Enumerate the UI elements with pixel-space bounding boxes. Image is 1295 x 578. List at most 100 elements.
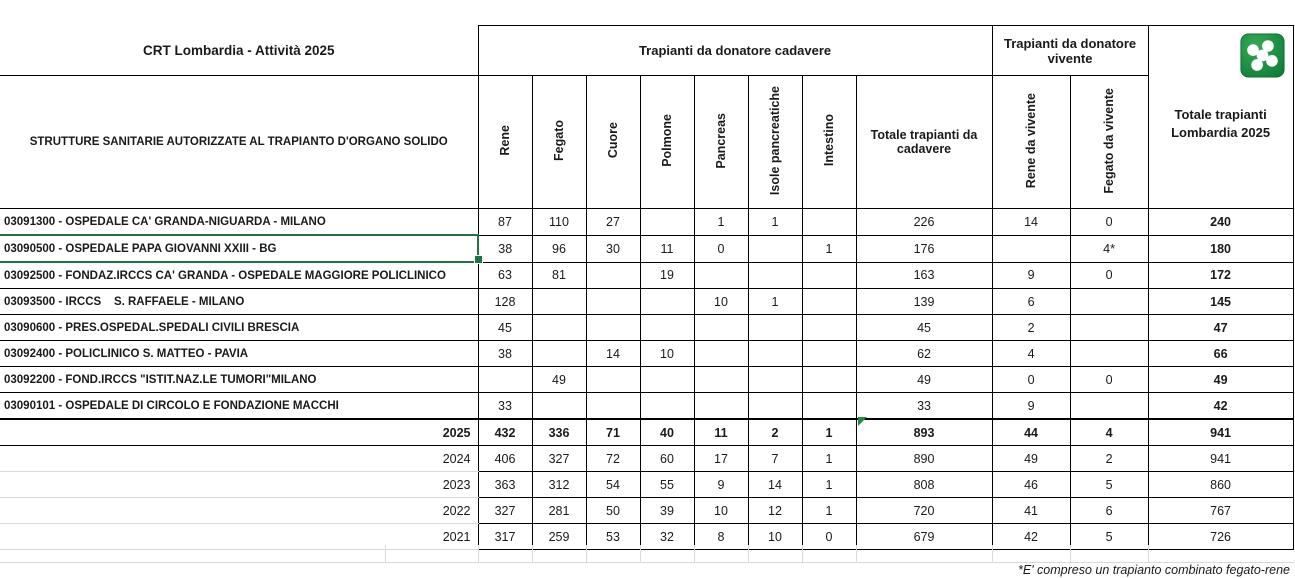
value-cell-rene[interactable]: 87 xyxy=(477,208,533,236)
value-cell-isole[interactable]: 1 xyxy=(747,208,803,236)
value-cell-totale-lombardia[interactable]: 240 xyxy=(1147,208,1294,236)
year-label-cell[interactable]: 2024 xyxy=(0,445,479,472)
grand-total-header-cell[interactable]: Totale trapianti Lombardia 2025 xyxy=(1147,25,1294,209)
value-cell-rene-vivente[interactable]: 44 xyxy=(991,418,1071,446)
col-header-cuore[interactable]: Cuore xyxy=(585,75,641,209)
value-cell-rene[interactable]: 432 xyxy=(477,418,533,446)
value-cell-totale-cadavere[interactable]: 720 xyxy=(855,497,993,524)
value-cell-totale-lombardia[interactable]: 49 xyxy=(1147,366,1294,393)
value-cell-isole[interactable] xyxy=(747,314,803,341)
value-cell-intestino[interactable]: 1 xyxy=(801,497,857,524)
value-cell-intestino[interactable]: 0 xyxy=(801,523,857,550)
value-cell-isole[interactable] xyxy=(747,392,803,420)
col-header-fegato-da-vivente[interactable]: Fegato da vivente xyxy=(1069,75,1149,209)
value-cell-totale-lombardia[interactable]: 42 xyxy=(1147,392,1294,420)
value-cell-rene[interactable]: 38 xyxy=(477,234,533,263)
value-cell-pancreas[interactable] xyxy=(693,261,749,289)
value-cell-fegato-vivente[interactable] xyxy=(1069,340,1149,367)
value-cell-pancreas[interactable] xyxy=(693,366,749,393)
value-cell-cuore[interactable] xyxy=(585,392,641,420)
value-cell-intestino[interactable]: 1 xyxy=(801,418,857,446)
col-header-intestino[interactable]: Intestino xyxy=(801,75,857,209)
value-cell-isole[interactable] xyxy=(747,261,803,289)
structure-name-cell[interactable]: 03091300 - OSPEDALE CA' GRANDA-NIGUARDA … xyxy=(0,208,479,236)
year-label-cell[interactable]: 2023 xyxy=(0,471,479,498)
value-cell-pancreas[interactable] xyxy=(693,314,749,341)
value-cell-rene-vivente[interactable]: 9 xyxy=(991,392,1071,420)
value-cell-rene[interactable]: 363 xyxy=(477,471,533,498)
value-cell-fegato-vivente[interactable]: 6 xyxy=(1069,497,1149,524)
value-cell-polmone[interactable]: 40 xyxy=(639,418,695,446)
value-cell-intestino[interactable] xyxy=(801,366,857,393)
value-cell-intestino[interactable] xyxy=(801,208,857,236)
value-cell-pancreas[interactable]: 9 xyxy=(693,471,749,498)
value-cell-rene-vivente[interactable]: 6 xyxy=(991,288,1071,315)
group-header-cadavere[interactable]: Trapianti da donatore cadavere xyxy=(477,25,993,76)
value-cell-polmone[interactable] xyxy=(639,208,695,236)
value-cell-cuore[interactable] xyxy=(585,288,641,315)
value-cell-fegato-vivente[interactable]: 0 xyxy=(1069,208,1149,236)
value-cell-rene-vivente[interactable]: 42 xyxy=(991,523,1071,550)
value-cell-cuore[interactable]: 14 xyxy=(585,340,641,367)
value-cell-rene[interactable]: 63 xyxy=(477,261,533,289)
value-cell-rene[interactable]: 406 xyxy=(477,445,533,472)
value-cell-fegato[interactable] xyxy=(531,314,587,341)
value-cell-rene[interactable]: 38 xyxy=(477,340,533,367)
structure-name-cell[interactable]: 03092500 - FONDAZ.IRCCS CA' GRANDA - OSP… xyxy=(0,261,479,289)
col-header-totale-cadavere[interactable]: Totale trapianti da cadavere xyxy=(855,75,993,209)
value-cell-fegato-vivente[interactable]: 4* xyxy=(1069,234,1149,263)
value-cell-rene[interactable]: 317 xyxy=(477,523,533,550)
value-cell-intestino[interactable]: 1 xyxy=(801,471,857,498)
value-cell-fegato-vivente[interactable] xyxy=(1069,314,1149,341)
value-cell-cuore[interactable]: 72 xyxy=(585,445,641,472)
value-cell-fegato[interactable]: 336 xyxy=(531,418,587,446)
value-cell-polmone[interactable]: 19 xyxy=(639,261,695,289)
value-cell-totale-cadavere[interactable]: 33 xyxy=(855,392,993,420)
value-cell-totale-lombardia[interactable]: 172 xyxy=(1147,261,1294,289)
value-cell-intestino[interactable] xyxy=(801,288,857,315)
value-cell-intestino[interactable]: 1 xyxy=(801,445,857,472)
value-cell-totale-lombardia[interactable]: 66 xyxy=(1147,340,1294,367)
value-cell-polmone[interactable]: 55 xyxy=(639,471,695,498)
value-cell-fegato[interactable]: 110 xyxy=(531,208,587,236)
value-cell-intestino[interactable] xyxy=(801,392,857,420)
sheet-title-cell[interactable]: CRT Lombardia - Attività 2025 xyxy=(0,25,479,76)
col-header-pancreas[interactable]: Pancreas xyxy=(693,75,749,209)
value-cell-polmone[interactable]: 11 xyxy=(639,234,695,263)
value-cell-totale-cadavere[interactable]: 139 xyxy=(855,288,993,315)
value-cell-isole[interactable]: 12 xyxy=(747,497,803,524)
value-cell-totale-cadavere[interactable]: 62 xyxy=(855,340,993,367)
value-cell-totale-cadavere[interactable]: 163 xyxy=(855,261,993,289)
value-cell-polmone[interactable] xyxy=(639,366,695,393)
value-cell-isole[interactable]: 10 xyxy=(747,523,803,550)
value-cell-isole[interactable] xyxy=(747,340,803,367)
value-cell-fegato[interactable] xyxy=(531,288,587,315)
value-cell-fegato[interactable]: 49 xyxy=(531,366,587,393)
value-cell-rene-vivente[interactable]: 49 xyxy=(991,445,1071,472)
value-cell-totale-lombardia[interactable]: 941 xyxy=(1147,418,1294,446)
value-cell-pancreas[interactable]: 1 xyxy=(693,208,749,236)
selection-fill-handle[interactable] xyxy=(474,255,483,264)
value-cell-rene-vivente[interactable]: 2 xyxy=(991,314,1071,341)
value-cell-cuore[interactable]: 30 xyxy=(585,234,641,263)
col-header-polmone[interactable]: Polmone xyxy=(639,75,695,209)
value-cell-cuore[interactable]: 53 xyxy=(585,523,641,550)
value-cell-totale-lombardia[interactable]: 180 xyxy=(1147,234,1294,263)
structure-name-cell[interactable]: 03093500 - IRCCS S. RAFFAELE - MILANO xyxy=(0,288,479,315)
value-cell-isole[interactable] xyxy=(747,234,803,263)
value-cell-pancreas[interactable]: 0 xyxy=(693,234,749,263)
value-cell-fegato-vivente[interactable]: 4 xyxy=(1069,418,1149,446)
value-cell-rene-vivente[interactable]: 41 xyxy=(991,497,1071,524)
value-cell-isole[interactable]: 1 xyxy=(747,288,803,315)
value-cell-fegato-vivente[interactable]: 5 xyxy=(1069,471,1149,498)
value-cell-totale-lombardia[interactable]: 767 xyxy=(1147,497,1294,524)
value-cell-cuore[interactable]: 27 xyxy=(585,208,641,236)
value-cell-polmone[interactable]: 60 xyxy=(639,445,695,472)
value-cell-fegato-vivente[interactable] xyxy=(1069,392,1149,420)
col-header-isole-pancreatiche[interactable]: Isole pancreatiche xyxy=(747,75,803,209)
value-cell-pancreas[interactable] xyxy=(693,392,749,420)
value-cell-totale-cadavere[interactable]: 49 xyxy=(855,366,993,393)
year-label-cell[interactable]: 2022 xyxy=(0,497,479,524)
value-cell-rene-vivente[interactable]: 14 xyxy=(991,208,1071,236)
value-cell-intestino[interactable] xyxy=(801,314,857,341)
